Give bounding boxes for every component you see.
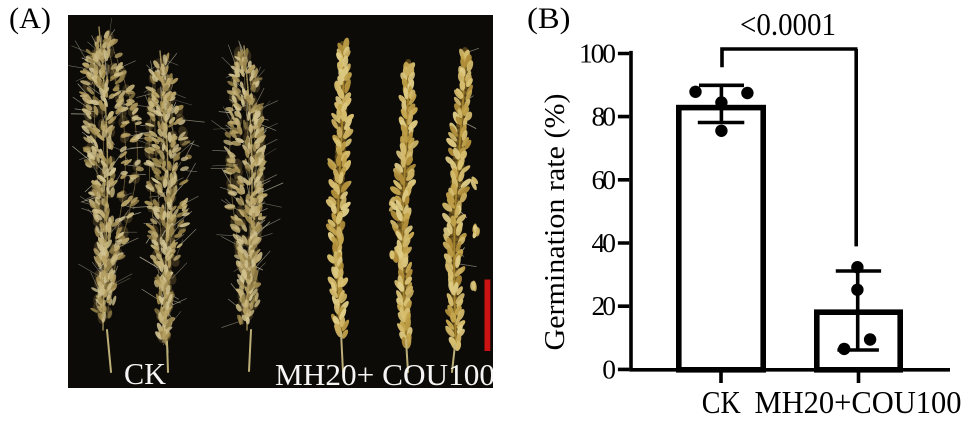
svg-text:60: 60 [592, 164, 617, 195]
svg-text:CK: CK [702, 384, 741, 420]
svg-text:CK: CK [124, 356, 167, 391]
svg-text:80: 80 [592, 101, 617, 132]
svg-text:40: 40 [592, 227, 617, 258]
svg-text:100: 100 [579, 38, 616, 69]
svg-text:Germination rate (%): Germination rate (%) [540, 94, 571, 351]
svg-text:MH20+COU100: MH20+COU100 [755, 384, 962, 420]
svg-text:(A): (A) [9, 2, 51, 35]
svg-text:20: 20 [592, 290, 617, 321]
svg-text:0: 0 [602, 353, 616, 384]
svg-text:MH20+ COU100: MH20+ COU100 [275, 357, 495, 392]
svg-text:(B): (B) [527, 2, 571, 35]
svg-text:<0.0001: <0.0001 [740, 7, 836, 42]
